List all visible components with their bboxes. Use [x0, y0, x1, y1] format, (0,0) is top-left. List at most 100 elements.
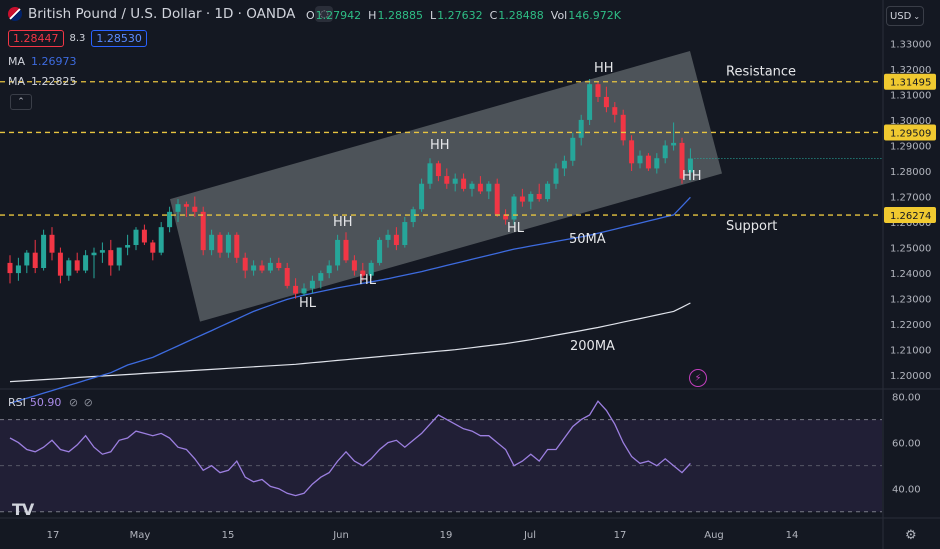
candle-up[interactable]	[385, 234, 391, 240]
candle-up[interactable]	[486, 183, 492, 192]
bid-price[interactable]: 1.28447	[8, 30, 64, 47]
candle-down[interactable]	[620, 114, 626, 141]
candle-down[interactable]	[477, 183, 483, 192]
ma50-line[interactable]	[9, 196, 691, 404]
currency-selector[interactable]: USD ⌄	[886, 6, 924, 26]
candle-up[interactable]	[637, 155, 643, 164]
candle-down[interactable]	[276, 262, 282, 268]
lightning-icon[interactable]: ⚡	[689, 369, 707, 387]
candle-up[interactable]	[545, 183, 551, 200]
candle-up[interactable]	[335, 239, 341, 266]
candle-up[interactable]	[671, 142, 677, 146]
candle-down[interactable]	[259, 265, 265, 271]
candle-up[interactable]	[209, 234, 215, 251]
candle-up[interactable]	[578, 119, 584, 138]
candle-down[interactable]	[503, 214, 509, 220]
candle-up[interactable]	[452, 178, 458, 184]
candle-down[interactable]	[284, 268, 290, 286]
candle-down[interactable]	[595, 84, 601, 97]
candle-up[interactable]	[318, 273, 324, 281]
candle-down[interactable]	[57, 252, 63, 276]
candle-down[interactable]	[519, 196, 525, 202]
chevron-up-icon[interactable]: ⌃	[10, 94, 32, 110]
candle-up[interactable]	[116, 247, 122, 266]
candle-up[interactable]	[301, 288, 307, 294]
candle-down[interactable]	[612, 107, 618, 115]
candle-down[interactable]	[217, 234, 223, 253]
candle-up[interactable]	[561, 160, 567, 169]
candle-down[interactable]	[32, 252, 38, 268]
candle-up[interactable]	[654, 158, 660, 169]
candle-down[interactable]	[200, 211, 206, 251]
candle-up[interactable]	[511, 196, 517, 220]
candle-up[interactable]	[687, 158, 693, 173]
ma1-legend[interactable]: MA 1.26973	[8, 55, 77, 68]
candle-up[interactable]	[410, 209, 416, 223]
candle-up[interactable]	[662, 145, 668, 159]
candle-down[interactable]	[435, 163, 441, 177]
candle-up[interactable]	[326, 265, 332, 274]
candle-down[interactable]	[444, 176, 450, 184]
candle-up[interactable]	[175, 204, 181, 212]
candle-down[interactable]	[293, 285, 299, 294]
candle-up[interactable]	[427, 163, 433, 184]
candle-up[interactable]	[66, 260, 72, 276]
candle-up[interactable]	[469, 183, 475, 189]
candle-up[interactable]	[99, 250, 105, 253]
candle-down[interactable]	[7, 262, 13, 274]
candle-down[interactable]	[74, 260, 80, 271]
eye-off-icon[interactable]: ◌	[315, 6, 334, 22]
candle-up[interactable]	[251, 265, 257, 271]
candle-up[interactable]	[377, 239, 383, 263]
candle-up[interactable]	[41, 234, 47, 268]
candle-up[interactable]	[167, 211, 173, 228]
candle-down[interactable]	[141, 229, 147, 243]
candle-up[interactable]	[24, 252, 30, 266]
ascending-channel[interactable]	[170, 50, 722, 322]
candle-down[interactable]	[679, 142, 685, 179]
candle-down[interactable]	[150, 242, 156, 253]
candle-up[interactable]	[225, 234, 231, 253]
ask-price[interactable]: 1.28530	[91, 30, 147, 47]
settings-gear-icon[interactable]: ⚙	[905, 528, 917, 543]
rsi-line[interactable]	[9, 400, 691, 497]
candle-up[interactable]	[125, 245, 131, 248]
candle-down[interactable]	[242, 257, 248, 271]
candle-up[interactable]	[553, 168, 559, 184]
candle-up[interactable]	[587, 84, 593, 120]
candle-down[interactable]	[343, 239, 349, 261]
symbol-header[interactable]: British Pound / U.S. Dollar · 1D · OANDA…	[8, 6, 334, 22]
candle-down[interactable]	[629, 140, 635, 164]
candle-up[interactable]	[133, 229, 139, 246]
candle-up[interactable]	[158, 227, 164, 253]
candle-down[interactable]	[536, 193, 542, 200]
candle-down[interactable]	[494, 183, 500, 215]
candle-down[interactable]	[393, 234, 399, 246]
candle-down[interactable]	[49, 234, 55, 253]
candle-up[interactable]	[368, 262, 374, 276]
rsi-legend[interactable]: RSI 50.90 ⊘ ⊘	[8, 396, 93, 409]
eye-off-icon[interactable]: ⊘	[68, 396, 79, 409]
ma200-line[interactable]	[9, 302, 691, 383]
candle-down[interactable]	[351, 260, 357, 271]
candle-down[interactable]	[192, 206, 198, 212]
candle-up[interactable]	[402, 222, 408, 246]
candle-up[interactable]	[267, 262, 273, 271]
candle-down[interactable]	[461, 178, 467, 189]
candle-up[interactable]	[419, 183, 425, 210]
candle-down[interactable]	[645, 155, 651, 169]
candle-up[interactable]	[83, 255, 89, 271]
candle-up[interactable]	[309, 280, 315, 289]
symbol-title[interactable]: British Pound / U.S. Dollar · 1D · OANDA	[28, 6, 296, 22]
candle-up[interactable]	[570, 137, 576, 161]
candle-down[interactable]	[108, 250, 114, 266]
ma2-legend[interactable]: MA 1.22825	[8, 75, 77, 88]
candle-up[interactable]	[91, 252, 97, 256]
candle-up[interactable]	[15, 265, 21, 274]
gear-icon[interactable]: ⊘	[83, 396, 93, 409]
candle-up[interactable]	[528, 193, 534, 202]
candle-down[interactable]	[234, 234, 240, 258]
candle-down[interactable]	[603, 96, 609, 108]
candle-down[interactable]	[360, 270, 366, 276]
